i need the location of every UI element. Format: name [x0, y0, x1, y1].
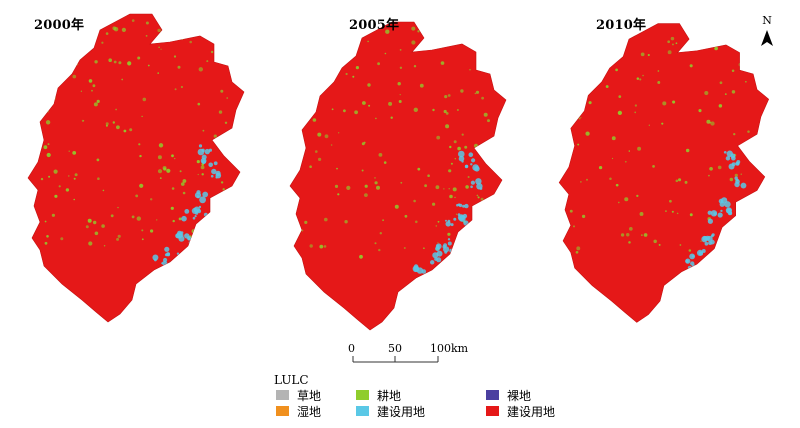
legend-label: 草地: [297, 388, 322, 403]
legend-label: 建设用地: [377, 404, 426, 419]
land-region: [289, 21, 507, 331]
legend-item-wetland: 湿地: [276, 403, 321, 419]
scale-bar-line: [352, 356, 439, 363]
map-panel-2005: [289, 21, 507, 331]
scale-label-0: 0: [348, 342, 355, 355]
north-arrow: N: [757, 14, 777, 50]
land-region: [558, 23, 770, 323]
north-arrow-icon: [761, 30, 773, 46]
year-label-2000: 2000年: [34, 18, 85, 33]
legend-item-built-up-red: 建设用地: [486, 403, 555, 419]
legend-swatch: [486, 406, 499, 416]
legend-item-built-up-blue: 建设用地: [356, 403, 425, 419]
scale-bar: 0 50 100km: [345, 342, 469, 368]
legend-label: 建设用地: [507, 404, 556, 419]
year-label-2010: 2010年: [596, 18, 647, 33]
legend-swatch: [276, 390, 289, 400]
legend-swatch: [276, 406, 289, 416]
north-arrow-label: N: [762, 14, 772, 27]
legend-label: 裸地: [507, 388, 532, 403]
legend-label: 耕地: [377, 388, 402, 403]
legend: LULC 草地 耕地 裸地 湿地 建设用地 建设用地: [262, 373, 592, 423]
legend-title: LULC: [274, 373, 309, 387]
map-panel-2010: [558, 23, 770, 323]
legend-item-grassland: 草地: [276, 387, 321, 403]
legend-swatch: [356, 406, 369, 416]
legend-label: 湿地: [297, 404, 322, 419]
legend-item-cropland: 耕地: [356, 387, 401, 403]
legend-swatch: [356, 390, 369, 400]
year-label-2005: 2005年: [349, 18, 400, 33]
legend-item-bareland: 裸地: [486, 387, 531, 403]
land-texture: [40, 19, 228, 266]
scale-label-100km: 100km: [430, 342, 469, 355]
map-panel-2000: [27, 13, 245, 323]
scale-label-50: 50: [388, 342, 402, 355]
legend-swatch: [486, 390, 499, 400]
land-region: [27, 13, 245, 323]
